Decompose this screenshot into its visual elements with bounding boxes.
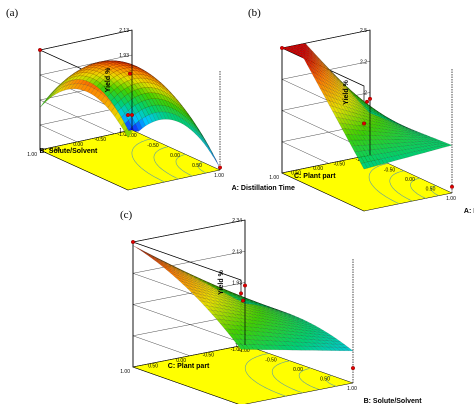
z-tick-label: 2.34 [232,218,242,224]
surface-cell [39,98,47,108]
x-tick-label: 0.50 [426,187,436,193]
x-tick-label: 0.00 [293,367,303,373]
surface-mesh [132,245,354,351]
x-tick-label: -0.50 [147,143,159,149]
y-tick-label: 0.00 [176,358,186,364]
surface-plot-1: 1.331.531.731.932.13-1.00-0.500.000.501.… [6,7,295,192]
contour-line [131,138,165,183]
x-tick-label: 0.50 [320,377,330,383]
y-tick-label: -1.00 [231,347,243,353]
floor-plane [39,129,221,191]
y-axis-label: B: Solute/Solvent [39,148,98,155]
y-tick-label: 1.00 [120,369,130,375]
y-tick-label: 1.00 [27,152,37,158]
contour-line [197,161,207,174]
design-point [242,283,247,288]
y-tick-label: 0.50 [50,147,60,153]
contour-line [410,177,426,199]
y-tick-label: 0.00 [313,166,323,172]
x-axis-label: B: Solute/Solvent [364,398,423,404]
surface-cell [206,144,214,157]
z-gridline [132,219,246,281]
y-tick-label: -0.50 [334,162,346,168]
x-axis-label: A: Distillation Time [232,185,295,192]
x-tick-label: 1.00 [446,196,456,202]
x-axis-label: A: Distillation Time [464,208,474,215]
x-tick-label: -0.50 [265,358,277,364]
x-tick-label: 0.00 [170,153,180,159]
design-point [125,112,130,117]
y-tick-label: -1.00 [118,132,130,138]
design-point [368,96,373,101]
y-axis-label: C: Plant part [294,173,336,180]
contour-line [271,360,303,394]
z-tick-label: 1.93 [232,281,242,287]
y-tick-label: -0.50 [95,137,107,143]
contour-line [153,146,179,180]
design-point [130,239,135,244]
floor-plane [132,344,354,404]
contour-line [325,375,337,387]
panel-label: (b) [248,7,261,19]
z-tick-label: 2.13 [119,28,129,34]
surface-mesh [39,60,221,169]
contour-line [298,367,320,390]
x-tick-label: 0.00 [405,177,415,183]
z-tick-label: 2.13 [232,249,242,255]
y-tick-label: 1.00 [269,175,279,181]
y-tick-label: 0.50 [148,364,158,370]
contour-line [430,185,439,196]
design-point [365,99,370,104]
panel-label: (c) [120,209,133,221]
z-tick-label: 2.2 [360,59,367,65]
floor-contours [131,138,207,183]
z-axis-label: Yield % [105,67,112,92]
z-axis-label: Yield % [218,269,225,294]
design-point [351,366,356,371]
z-axis-label: Yield % [343,79,350,104]
surface-plot-3: 1.51.711.932.132.34-1.00-0.500.000.501.0… [120,209,422,404]
floor-contours [244,353,337,397]
design-point [362,121,367,126]
surface-cell [46,92,54,101]
y-tick-label: 0.50 [291,171,301,177]
x-tick-label: 1.00 [214,173,224,179]
x-tick-label: 0.50 [192,163,202,169]
y-tick-label: 0.00 [73,142,83,148]
surface-cell [132,245,142,251]
y-axis-label: C: Plant part [168,363,210,370]
design-point [127,71,132,76]
design-point [280,46,285,51]
design-point [240,298,245,303]
floor-plane [281,154,453,212]
design-point [129,112,134,117]
surface-cell [209,149,217,163]
surface-cell [43,95,51,105]
panel-label: (a) [6,7,19,19]
z-tick-label: 1.93 [119,53,129,59]
design-point [238,291,243,296]
contour-line [368,163,400,205]
x-tick-label: -1.00 [125,133,137,139]
x-tick-label: -1.00 [238,348,250,354]
design-point [38,48,43,53]
contour-line [389,170,413,202]
design-point [217,165,222,170]
contour-line [175,154,193,177]
surface-plot-2: 1.61.822.22.5-1.00-0.500.000.501.00-1.00… [248,7,474,215]
floor-contours [368,163,439,205]
surface-mesh [281,43,453,170]
x-tick-label: 1.00 [347,386,357,392]
z-tick-label: 2 [364,91,367,97]
y-tick-label: -0.50 [203,353,215,359]
x-tick-label: -0.50 [384,168,396,174]
surface-cell [202,139,210,152]
contour-line [244,353,286,397]
design-point [450,184,455,189]
z-tick-label: 2.5 [360,28,367,34]
